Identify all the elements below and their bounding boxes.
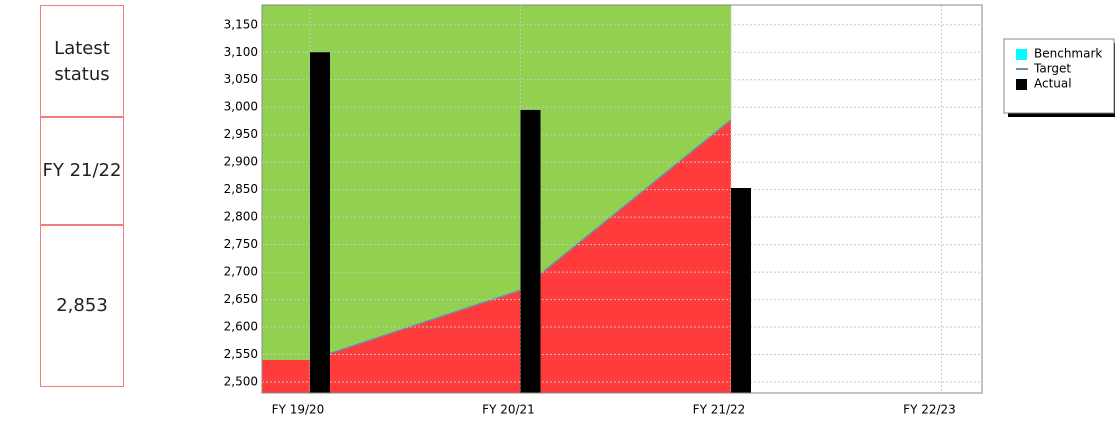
- area-lead: [262, 360, 310, 393]
- y-tick-label: 2,500: [224, 375, 258, 389]
- y-tick-label: 3,000: [224, 100, 258, 114]
- x-tick-label: FY 20/21: [482, 403, 535, 417]
- x-tick-label: FY 19/20: [272, 403, 325, 417]
- legend-label: Target: [1033, 62, 1071, 76]
- y-tick-label: 2,850: [224, 182, 258, 196]
- plot-border: [261, 4, 983, 394]
- y-tick-label: 2,950: [224, 127, 258, 141]
- y-tick-label: 2,650: [224, 292, 258, 306]
- legend-swatch: [1016, 79, 1027, 90]
- y-tick-label: 3,150: [224, 17, 258, 31]
- status-value: 2,853: [40, 224, 124, 387]
- y-tick-label: 2,750: [224, 237, 258, 251]
- y-tick-label: 2,600: [224, 320, 258, 334]
- y-tick-label: 2,700: [224, 265, 258, 279]
- area: [310, 119, 731, 393]
- legend-label: Benchmark: [1034, 47, 1102, 61]
- legend-label: Actual: [1034, 77, 1072, 91]
- bar: [731, 188, 751, 393]
- x-tick-label: FY 22/23: [903, 403, 956, 417]
- y-tick-label: 2,800: [224, 210, 258, 224]
- area-lead: [262, 5, 310, 393]
- y-tick-label: 2,900: [224, 155, 258, 169]
- bar: [520, 109, 541, 393]
- y-tick-label: 2,550: [224, 347, 258, 361]
- y-tick-label: 3,050: [224, 72, 258, 86]
- legend-swatch: [1016, 49, 1027, 60]
- y-tick-label: 3,100: [224, 45, 258, 59]
- x-tick-label: FY 21/22: [693, 403, 746, 417]
- period-label: FY 21/22: [40, 116, 124, 226]
- bar: [310, 52, 330, 393]
- status-label: Latest status: [40, 5, 124, 118]
